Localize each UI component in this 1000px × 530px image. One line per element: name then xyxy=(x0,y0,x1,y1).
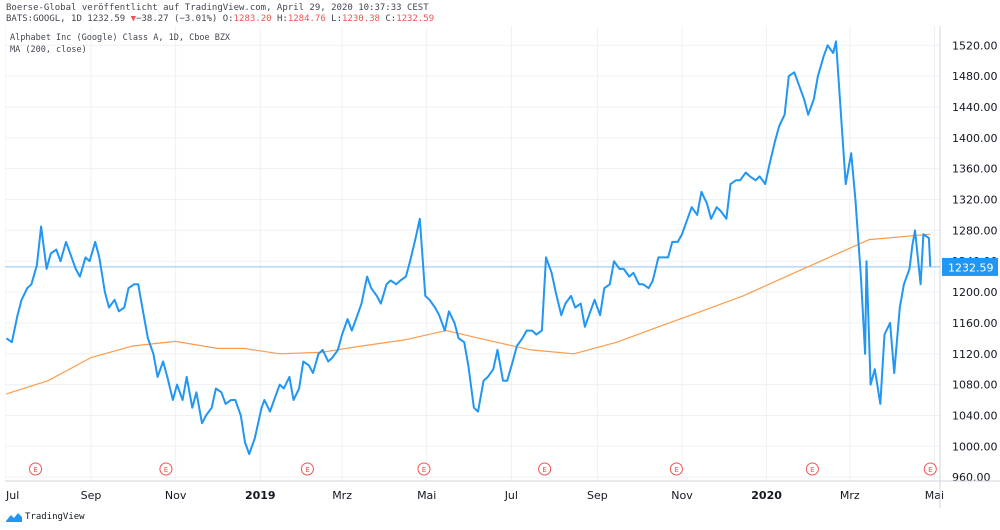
y-tick-label: 1360.00 xyxy=(952,163,998,176)
chart-legend: Alphabet Inc (Google) Class A, 1D, Cboe … xyxy=(10,32,230,56)
brand-label: TradingView xyxy=(25,512,85,522)
instrument-label: Alphabet Inc (Google) Class A, 1D, Cboe … xyxy=(10,33,231,43)
earnings-marker-label: E xyxy=(674,466,678,474)
x-tick-label: Nov xyxy=(671,489,693,502)
open-label: O: xyxy=(222,14,234,24)
earnings-marker[interactable] xyxy=(29,462,43,476)
earnings-marker-label: E xyxy=(928,466,932,474)
ohlc-bar: BATS:GOOGL, 1D 1232.59 ▼−38.27 (−3.01%) … xyxy=(6,14,434,24)
tradingview-logo-icon xyxy=(6,513,22,522)
close-label: C: xyxy=(385,14,397,24)
earnings-marker-label: E xyxy=(542,466,546,474)
x-tick-label: Mai xyxy=(925,489,944,502)
ma-series-line xyxy=(6,233,931,395)
y-tick-label: 1040.00 xyxy=(952,409,998,422)
price-series-line xyxy=(5,40,932,455)
close-value: 1232.59 xyxy=(396,14,435,24)
y-tick-label: 1400.00 xyxy=(952,132,998,145)
earnings-marker[interactable] xyxy=(805,462,819,476)
earnings-marker[interactable] xyxy=(417,462,431,476)
last-price-tag xyxy=(942,257,998,276)
high-label: H: xyxy=(276,14,288,24)
symbol-label: BATS:GOOGL, 1D xyxy=(6,14,82,24)
y-tick-label: 1160.00 xyxy=(952,317,998,330)
earnings-marker-label: E xyxy=(305,466,309,474)
y-tick-label: 1200.00 xyxy=(952,286,998,299)
publisher-line: Boerse-Global veröffentlicht auf Trading… xyxy=(6,3,429,13)
earnings-marker-label: E xyxy=(33,466,37,474)
open-value: 1283.20 xyxy=(233,14,272,24)
earnings-marker[interactable] xyxy=(923,462,937,476)
x-tick-label: Sep xyxy=(81,489,102,502)
footer-brand[interactable]: TradingView xyxy=(6,512,85,522)
x-tick-label: Mrz xyxy=(840,489,860,502)
y-tick-label: 1120.00 xyxy=(952,348,998,361)
x-tick-label: Jul xyxy=(5,489,19,502)
y-tick-label: 1520.00 xyxy=(952,39,998,52)
earnings-marker[interactable] xyxy=(159,462,173,476)
x-tick-label: Mrz xyxy=(332,489,352,502)
earnings-marker-label: E xyxy=(810,466,814,474)
last-price-tag-label: 1232.59 xyxy=(948,261,994,274)
y-tick-label: 1440.00 xyxy=(952,101,998,114)
x-tick-label: Sep xyxy=(587,489,608,502)
low-label: L: xyxy=(331,14,343,24)
y-tick-label: 1080.00 xyxy=(952,379,998,392)
price-chart[interactable]: 960.00 1000.00 1040.00 1080.00 1120.00 1160.0… xyxy=(4,26,1000,508)
high-value: 1284.76 xyxy=(287,14,326,24)
low-value: 1230.38 xyxy=(342,14,380,24)
x-tick-label: 2019 xyxy=(245,489,276,502)
earnings-marker-label: E xyxy=(164,466,168,474)
y-tick-label: 1320.00 xyxy=(952,194,998,207)
x-tick-label: Mai xyxy=(417,489,436,502)
earnings-marker[interactable] xyxy=(669,462,683,476)
indicator-label[interactable]: MA (200, close) xyxy=(10,45,87,55)
last-price: 1232.59 xyxy=(87,14,126,24)
y-tick-label: 960.00 xyxy=(952,471,991,484)
earnings-marker[interactable] xyxy=(538,462,552,476)
change-value: −38.27 (−3.01%) xyxy=(136,14,218,24)
y-tick-label: 1480.00 xyxy=(952,70,998,83)
earnings-marker[interactable] xyxy=(300,462,314,476)
x-tick-label: 2020 xyxy=(751,489,782,502)
down-arrow-icon: ▼ xyxy=(130,14,137,24)
x-tick-label: Jul xyxy=(504,489,518,502)
y-tick-label: 1280.00 xyxy=(952,224,998,237)
x-tick-label: Nov xyxy=(165,489,187,502)
y-tick-label: 1000.00 xyxy=(952,440,998,453)
earnings-marker-label: E xyxy=(422,466,426,474)
chart-frame[interactable]: 960.00 1000.00 1040.00 1080.00 1120.00 1160.0… xyxy=(4,26,1000,512)
